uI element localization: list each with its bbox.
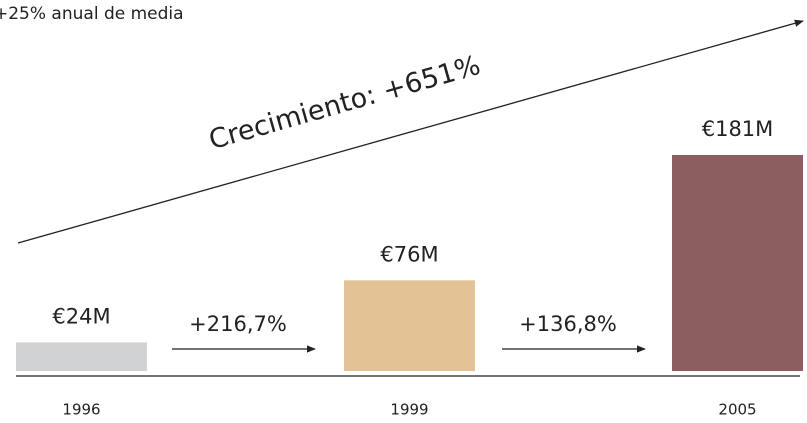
bar — [16, 342, 147, 371]
step-label: +216,7% — [189, 312, 287, 336]
step-label: +136,8% — [519, 312, 617, 336]
value-label: €76M — [380, 242, 438, 266]
value-label: €24M — [52, 304, 110, 328]
bar — [672, 155, 803, 371]
x-tick-label: 2005 — [718, 401, 756, 419]
growth-label: Crecimiento: +651% — [206, 50, 484, 156]
x-tick-label: 1999 — [390, 401, 428, 419]
growth-arrow — [17, 19, 804, 244]
x-tick-label: 1996 — [62, 401, 100, 419]
value-label: €181M — [702, 117, 774, 141]
bar — [344, 280, 475, 371]
average-note: +25% anual de media — [0, 4, 184, 24]
